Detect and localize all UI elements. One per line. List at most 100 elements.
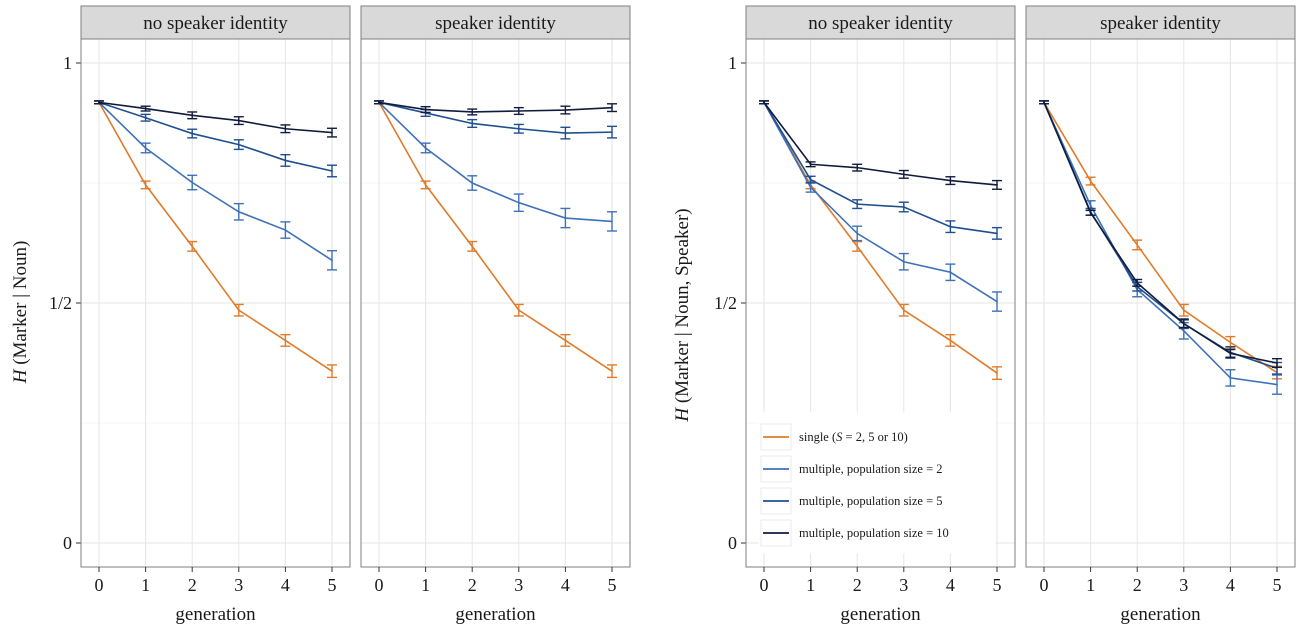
data-point — [424, 184, 427, 186]
data-point — [238, 211, 240, 213]
x-tick-label: 5 — [1273, 575, 1282, 595]
data-point — [471, 245, 474, 248]
data-point — [144, 116, 147, 119]
data-point — [1136, 282, 1138, 284]
x-tick-label: 1 — [806, 575, 815, 595]
data-point — [144, 107, 147, 110]
data-point — [1276, 383, 1278, 386]
data-point — [284, 339, 287, 342]
series-line — [1043, 102, 1278, 386]
series-line — [1043, 102, 1278, 364]
facet-strip-label: no speaker identity — [808, 13, 953, 34]
panel-border — [745, 38, 1016, 568]
data-point — [611, 131, 613, 133]
data-point — [856, 245, 858, 248]
series-line — [763, 101, 998, 303]
series-pop2 — [759, 100, 1002, 312]
data-point — [903, 206, 905, 208]
x-tick-label: 5 — [993, 575, 1002, 595]
data-point — [1229, 377, 1232, 379]
x-tick-label: 3 — [234, 575, 243, 595]
data-point — [1089, 211, 1092, 214]
x-tick-label: 1 — [421, 575, 430, 595]
legend-label-symbol: S — [836, 430, 843, 444]
facet-strip-label: no speaker identity — [143, 13, 288, 34]
series-line — [763, 101, 998, 235]
data-point — [238, 143, 240, 146]
data-point — [238, 119, 240, 122]
x-axis-title: generation — [455, 604, 536, 625]
data-point — [284, 229, 287, 231]
series-pop10 — [94, 100, 337, 138]
data-point — [1089, 204, 1092, 207]
x-tick-label: 0 — [375, 575, 384, 595]
x-axis-title: generation — [1120, 604, 1201, 625]
data-point — [564, 132, 567, 134]
data-point — [518, 127, 520, 130]
x-tick-label: 4 — [1226, 575, 1235, 595]
data-point — [564, 217, 567, 219]
series-line — [378, 101, 613, 223]
x-tick-label: 2 — [853, 575, 862, 595]
series-line — [378, 101, 613, 113]
y-tick-label: 1 — [728, 53, 737, 73]
data-point — [809, 178, 812, 181]
y-tick-label: 1 — [63, 53, 72, 73]
x-tick-label: 4 — [561, 575, 570, 595]
legend-item-pop5: multiple, population size = 5 — [760, 487, 943, 515]
data-point — [996, 372, 998, 374]
data-point — [191, 181, 193, 184]
facet-strip — [360, 5, 631, 40]
series-pop5 — [759, 100, 1002, 240]
series-line — [98, 101, 333, 134]
data-point — [856, 166, 858, 169]
x-axis-title: generation — [840, 604, 921, 625]
y-axis-title-symbol: H — [672, 407, 693, 423]
data-point — [1229, 352, 1232, 355]
legend-label-suffix: = 2, 5 or 10) — [842, 430, 907, 444]
y-tick-label: 0 — [728, 533, 737, 553]
data-point — [903, 173, 905, 176]
panel-border — [1025, 38, 1296, 568]
series-pop10 — [374, 100, 617, 116]
series-line — [763, 101, 998, 186]
data-point — [238, 309, 240, 312]
series-line — [378, 101, 613, 372]
data-point — [424, 147, 427, 149]
data-point — [471, 182, 474, 184]
x-tick-label: 3 — [899, 575, 908, 595]
data-point — [1276, 362, 1278, 364]
data-point — [331, 131, 333, 134]
y-axis-title-text: (Marker | Noun, Speaker) — [672, 208, 693, 408]
series-line — [1043, 101, 1278, 374]
legend-item-pop2: multiple, population size = 2 — [760, 455, 943, 483]
data-point — [1183, 309, 1185, 312]
data-point — [564, 109, 567, 111]
data-point — [424, 108, 427, 111]
series-line — [98, 101, 333, 261]
x-tick-label: 2 — [468, 575, 477, 595]
y-axis-title: H (Marker | Noun) — [10, 241, 31, 385]
data-point — [1183, 322, 1185, 325]
x-tick-label: 5 — [328, 575, 337, 595]
data-point — [903, 260, 905, 263]
data-point — [191, 132, 193, 135]
data-point — [331, 370, 333, 372]
y-tick-label: 0 — [63, 533, 72, 553]
facet-panel-2: speaker identity 0 1 2 3 4 5 generation — [1025, 5, 1296, 625]
facet-strip — [80, 5, 351, 40]
data-point — [191, 114, 193, 117]
series-single — [374, 100, 617, 379]
series-pop10 — [759, 100, 1002, 190]
data-point — [996, 232, 998, 235]
series-line — [98, 101, 333, 172]
series-pop10 — [1039, 100, 1282, 369]
x-tick-label: 2 — [1133, 575, 1142, 595]
data-point — [996, 184, 998, 186]
data-point — [518, 309, 520, 312]
data-point — [331, 170, 333, 172]
facet-panel-2: speaker identity 0 1 2 3 4 5 generation — [360, 5, 631, 625]
y-axis-title-symbol: H — [10, 368, 31, 384]
series-pop2 — [94, 100, 337, 271]
panel-border — [360, 38, 631, 568]
